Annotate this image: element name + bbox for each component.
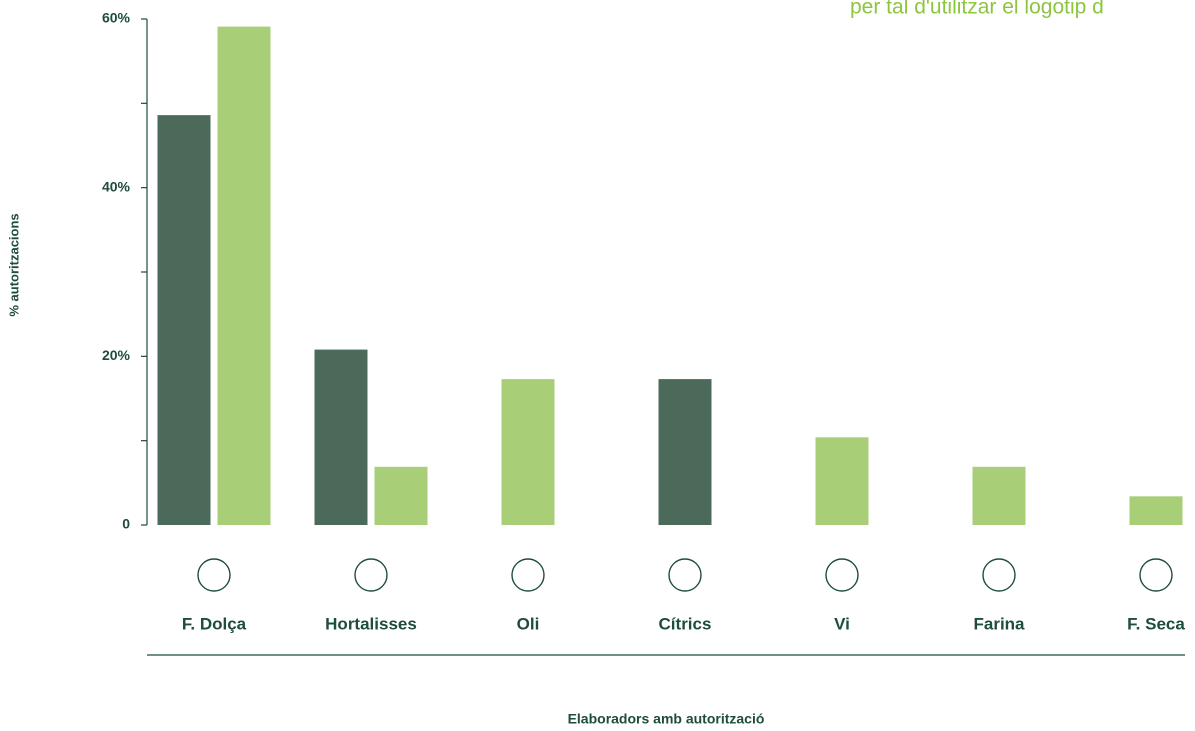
category-icon [825, 558, 859, 592]
x-tick-label: Oli [517, 614, 540, 633]
x-axis-label: Elaboradors amb autorització [568, 711, 765, 727]
x-tick-label: Vi [834, 614, 850, 633]
category-icon [668, 558, 702, 592]
bar [157, 115, 211, 525]
bar [972, 466, 1026, 525]
category-icon [1139, 558, 1173, 592]
category-icon [982, 558, 1016, 592]
x-tick-label: Farina [973, 614, 1025, 633]
bar [374, 466, 428, 525]
bar [658, 379, 712, 525]
x-tick-label: F. Seca [1127, 614, 1185, 633]
y-axis-label: % autoritzacions [6, 213, 21, 316]
y-tick-label: 60% [102, 10, 131, 26]
x-tick-label: Hortalisses [325, 614, 417, 633]
category-icon [511, 558, 545, 592]
y-tick-label: 20% [102, 347, 131, 363]
bar [815, 437, 869, 525]
category-icon [354, 558, 388, 592]
y-tick-label: 40% [102, 178, 131, 194]
annotation: per tal d'utilitzar el logotip d [850, 0, 1104, 19]
category-icon [197, 558, 231, 592]
x-tick-label: F. Dolça [182, 614, 247, 633]
bar [501, 379, 555, 525]
y-tick-label: 0 [122, 516, 130, 532]
x-tick-label: Cítrics [659, 614, 712, 633]
bar [314, 349, 368, 525]
bar [1129, 496, 1183, 525]
bar [217, 26, 271, 526]
